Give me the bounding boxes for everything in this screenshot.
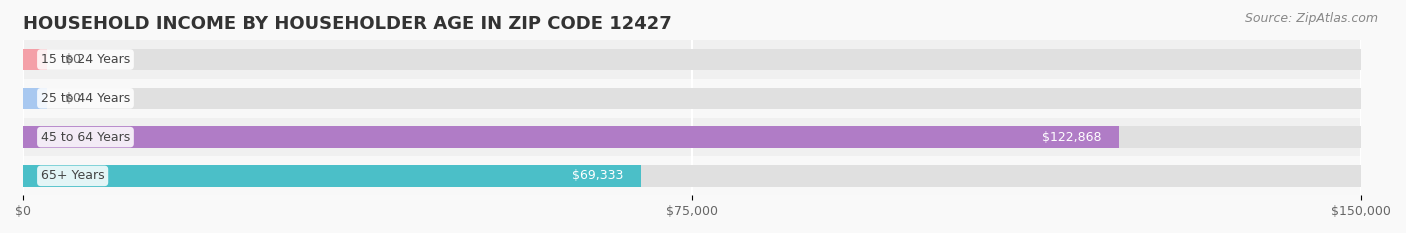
Text: $122,868: $122,868 xyxy=(1042,130,1101,144)
Text: HOUSEHOLD INCOME BY HOUSEHOLDER AGE IN ZIP CODE 12427: HOUSEHOLD INCOME BY HOUSEHOLDER AGE IN Z… xyxy=(22,15,672,33)
Bar xyxy=(22,127,1361,148)
Text: 15 to 24 Years: 15 to 24 Years xyxy=(41,53,131,66)
Bar xyxy=(22,127,1119,148)
Bar xyxy=(22,157,1361,195)
Bar xyxy=(22,88,1361,109)
Text: $0: $0 xyxy=(65,53,82,66)
Text: $0: $0 xyxy=(65,92,82,105)
Bar xyxy=(22,49,1361,70)
Text: Source: ZipAtlas.com: Source: ZipAtlas.com xyxy=(1244,12,1378,25)
Bar xyxy=(22,40,1361,79)
Bar xyxy=(22,79,1361,118)
Bar xyxy=(22,165,641,187)
Bar xyxy=(22,165,1361,187)
Bar xyxy=(22,88,46,109)
Bar xyxy=(22,118,1361,157)
Text: 65+ Years: 65+ Years xyxy=(41,169,104,182)
Bar xyxy=(22,49,46,70)
Text: 25 to 44 Years: 25 to 44 Years xyxy=(41,92,131,105)
Text: $69,333: $69,333 xyxy=(572,169,624,182)
Text: 45 to 64 Years: 45 to 64 Years xyxy=(41,130,131,144)
